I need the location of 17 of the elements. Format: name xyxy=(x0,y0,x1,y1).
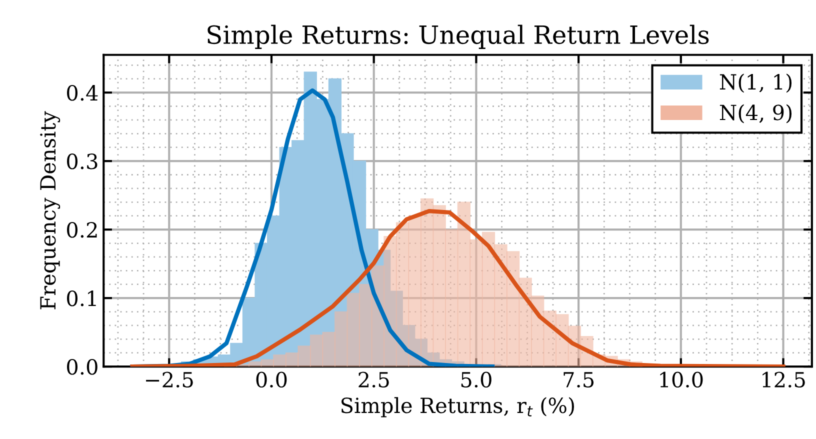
x-tick-label: 7.5 xyxy=(564,372,594,388)
y-tick-label: 0.4 xyxy=(67,85,98,101)
x-tick-label: −2.5 xyxy=(146,372,193,388)
x-tick-label: 5.0 xyxy=(461,372,492,388)
chart-title: Simple Returns: Unequal Return Levels xyxy=(208,24,709,49)
y-axis-title: Frequency Density xyxy=(40,111,60,310)
x-axis-title: Simple Returns, r$_{t}$ (%) xyxy=(342,397,574,418)
x-tick-label: 2.5 xyxy=(358,372,389,388)
legend-label: N(1, 1) xyxy=(720,74,792,93)
x-tick-label: 10.0 xyxy=(660,372,703,388)
legend-label: N(4, 9) xyxy=(720,104,792,124)
y-tick-label: 0.1 xyxy=(67,290,96,306)
x-tick-label: 12.5 xyxy=(762,372,805,388)
x-tick-label: 0.0 xyxy=(256,372,287,388)
y-tick-label: 0.0 xyxy=(67,359,98,375)
y-tick-label: 0.3 xyxy=(67,154,98,170)
y-tick-label: 0.2 xyxy=(67,222,97,238)
